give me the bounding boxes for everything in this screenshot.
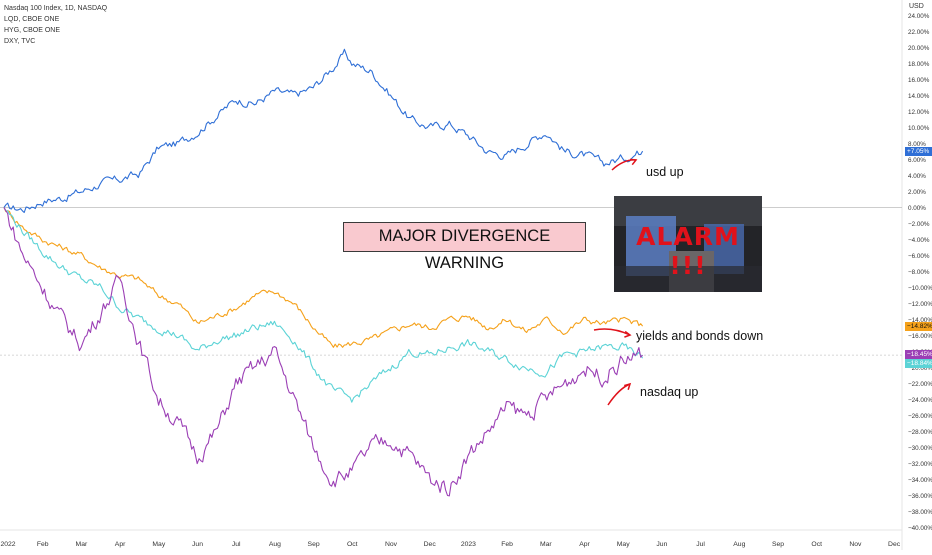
x-tick-label: Aug: [269, 541, 281, 548]
alarm-image: ALARM !!!: [614, 196, 762, 292]
legend-entry-dxy: DXY, TVC: [4, 38, 36, 45]
x-tick-label: Jun: [656, 541, 667, 548]
y-tick-label: −38.00%: [908, 509, 932, 516]
axis-layer: 24.00% 22.00% 20.00% 18.00% 16.00% 14.00% 12.0…: [0, 13, 932, 548]
y-tick-label: 4.00%: [908, 173, 926, 180]
y-tick-label: −22.00%: [908, 381, 932, 388]
y-tick-label: 12.00%: [908, 109, 930, 116]
x-tick-label: Feb: [501, 541, 513, 548]
y-tick-label: −8.00%: [908, 269, 930, 276]
x-tick-label: Apr: [579, 541, 590, 548]
x-tick-label: Jul: [232, 541, 241, 548]
y-tick-label: −24.00%: [908, 397, 932, 404]
annotation-yields-bonds-down: yields and bonds down: [636, 329, 764, 343]
price-tag-ndx: −18.45%: [905, 349, 932, 359]
x-tick-label: Apr: [115, 541, 126, 548]
price-tag-dxy: +7.05%: [905, 146, 932, 156]
y-tick-label: −32.00%: [908, 461, 932, 468]
y-tick-label: 18.00%: [908, 61, 930, 68]
y-tick-label: 16.00%: [908, 77, 930, 84]
x-tick-label: Feb: [37, 541, 49, 548]
x-tick-label: Jul: [696, 541, 705, 548]
arrow-usd-up-head: [629, 158, 638, 166]
price-tag-hyg: −18.84%: [905, 358, 932, 368]
y-tick-label: −20.00%: [908, 365, 932, 372]
y-tick-label: −28.00%: [908, 429, 932, 436]
legend-entry-hyg: HYG, CBOE ONE: [4, 27, 61, 34]
legend-entry-ndx: Nasdaq 100 Index, 1D, NASDAQ: [4, 5, 108, 12]
x-tick-label: Dec: [424, 541, 437, 548]
y-tick-label: 20.00%: [908, 45, 930, 52]
x-tick-label: Oct: [347, 541, 358, 548]
x-tick-label: May: [617, 541, 630, 548]
x-tick-label: Oct: [811, 541, 822, 548]
series-line: [3, 207, 644, 348]
x-tick-label: Mar: [76, 541, 88, 548]
arrow-yields-bonds-down: [593, 328, 631, 336]
series-layer: [3, 48, 644, 497]
divergence-warning-text: MAJOR DIVERGENCE WARNING: [378, 227, 551, 272]
x-tick-label: Aug: [733, 541, 745, 548]
x-tick-label: Nov: [849, 541, 862, 548]
x-tick-label: Dec: [888, 541, 901, 548]
arrow-nasdaq-up: [607, 383, 631, 406]
y-tick-label: −2.00%: [908, 221, 930, 228]
x-tick-label: Sep: [308, 541, 320, 548]
y-tick-label: −40.00%: [908, 525, 932, 532]
alarm-text: ALARM !!!: [636, 222, 740, 280]
y-tick-label: −12.00%: [908, 301, 932, 308]
y-tick-label: −26.00%: [908, 413, 932, 420]
y-tick-label: 6.00%: [908, 157, 926, 164]
y-tick-label: 2.00%: [908, 189, 926, 196]
chart-legend: Nasdaq 100 Index, 1D, NASDAQ LQD, CBOE O…: [4, 3, 107, 47]
x-tick-label: Jun: [192, 541, 203, 548]
x-tick-label: Mar: [540, 541, 552, 548]
series-line: [3, 207, 644, 497]
y-tick-label: 8.00%: [908, 141, 926, 148]
legend-entry-lqd: LQD, CBOE ONE: [4, 16, 60, 23]
price-tag-lqd: −14.82%: [905, 321, 932, 331]
annotation-usd-up: usd up: [646, 165, 684, 179]
divergence-warning-box: MAJOR DIVERGENCE WARNING: [343, 222, 586, 272]
annotation-arrows: [593, 158, 638, 406]
y-tick-label: −36.00%: [908, 493, 932, 500]
y-tick-label: −10.00%: [908, 285, 932, 292]
y-tick-label: 24.00%: [908, 13, 930, 20]
y-tick-label: −30.00%: [908, 445, 932, 452]
y-tick-label: −4.00%: [908, 237, 930, 244]
y-tick-label: 22.00%: [908, 29, 930, 36]
currency-label: USD: [909, 3, 924, 10]
series-line: [3, 48, 644, 214]
x-tick-label: 2022: [0, 541, 15, 548]
y-tick-label: 14.00%: [908, 93, 930, 100]
annotation-nasdaq-up: nasdaq up: [640, 385, 699, 399]
arrow-nasdaq-up-head: [624, 382, 632, 390]
y-tick-label: 0.00%: [908, 205, 926, 212]
x-tick-label: Sep: [772, 541, 784, 548]
y-tick-label: 10.00%: [908, 125, 930, 132]
y-tick-label: −34.00%: [908, 477, 932, 484]
y-tick-label: −6.00%: [908, 253, 930, 260]
x-tick-label: 2023: [461, 541, 476, 548]
y-tick-label: −14.00%: [908, 317, 932, 324]
y-tick-label: −16.00%: [908, 333, 932, 340]
arrow-yields-bonds-down-head: [624, 330, 632, 338]
x-tick-label: May: [152, 541, 165, 548]
x-tick-label: Nov: [385, 541, 398, 548]
